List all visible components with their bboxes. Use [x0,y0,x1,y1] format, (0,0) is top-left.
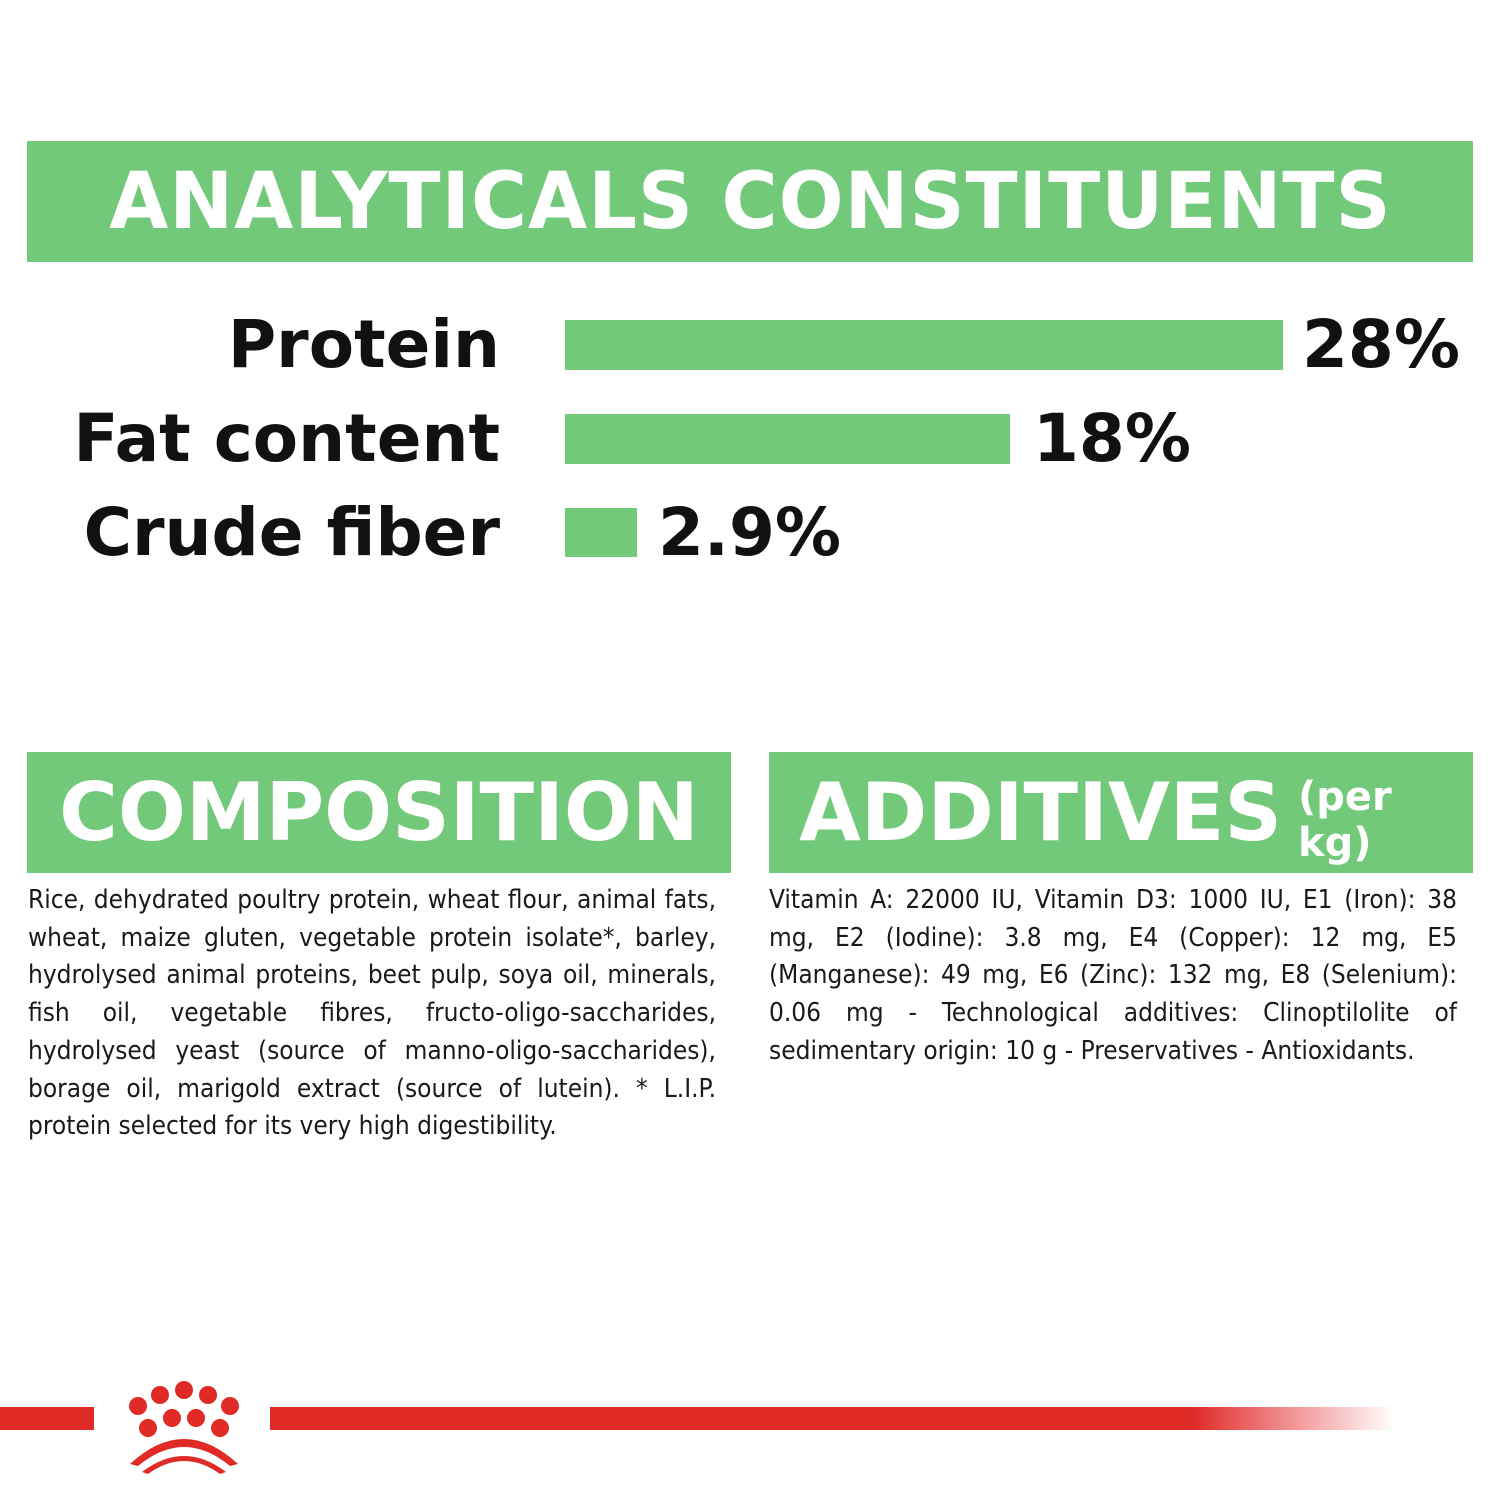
composition-header: COMPOSITION [27,752,731,873]
composition-title: COMPOSITION [59,766,699,859]
composition-text: Rice, dehydrated poultry protein, wheat … [28,885,716,1142]
bar-fiber [565,508,637,557]
additives-subtitle: (per kg) [1298,773,1392,866]
bar-protein [565,320,1283,370]
crown-icon [100,1368,265,1478]
footer-line-left [0,1407,94,1430]
footer-line-right [270,1407,1395,1430]
additives-header: ADDITIVES (per kg) [769,752,1473,873]
value-fiber: 2.9% [658,494,842,571]
row-label-fiber: Crude fiber [83,494,500,571]
analytics-title: ANALYTICALS CONSTITUENTS [108,156,1392,247]
row-label-fat: Fat content [73,400,500,477]
row-label-protein: Protein [227,306,500,383]
additives-text: Vitamin A: 22000 IU, Vitamin D3: 1000 IU… [769,885,1457,1066]
value-protein: 28% [1302,306,1460,383]
value-fat: 18% [1033,400,1191,477]
analytics-header: ANALYTICALS CONSTITUENTS [27,141,1473,262]
bar-fat [565,414,1010,464]
additives-title: ADDITIVES [799,766,1283,859]
